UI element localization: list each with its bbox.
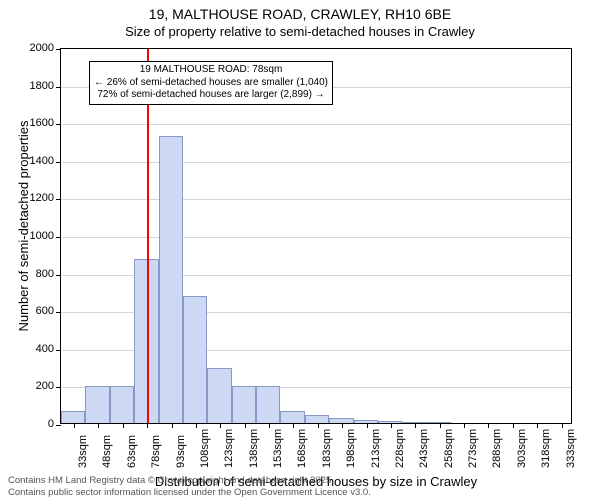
gridline [61,237,571,238]
x-tick-mark [464,423,465,428]
x-tick-mark [245,423,246,428]
chart: 19 MALTHOUSE ROAD: 78sqm← 26% of semi-de… [60,48,572,424]
title-block: 19, MALTHOUSE ROAD, CRAWLEY, RH10 6BE Si… [0,0,600,39]
footer-line-1: Contains HM Land Registry data © Crown c… [8,475,371,486]
x-tick-mark [488,423,489,428]
histogram-bar [159,136,183,423]
y-tick-label: 400 [14,343,54,355]
x-tick-mark [562,423,563,428]
page-subtitle: Size of property relative to semi-detach… [0,24,600,39]
marker-line [147,49,149,423]
histogram-bar [256,386,280,423]
y-tick-label: 1600 [14,117,54,129]
gridline [61,162,571,163]
y-tick-mark [56,425,61,426]
y-tick-label: 1800 [14,80,54,92]
histogram-bar [85,386,109,423]
footer-attribution: Contains HM Land Registry data © Crown c… [8,475,371,498]
callout-box: 19 MALTHOUSE ROAD: 78sqm← 26% of semi-de… [89,61,333,105]
y-tick-mark [56,350,61,351]
y-tick-label: 0 [14,418,54,430]
x-tick-mark [98,423,99,428]
y-tick-mark [56,49,61,50]
x-tick-mark [513,423,514,428]
x-tick-mark [220,423,221,428]
y-tick-mark [56,312,61,313]
y-tick-label: 1000 [14,230,54,242]
histogram-bar [61,411,85,423]
y-tick-label: 200 [14,380,54,392]
y-tick-mark [56,87,61,88]
footer-line-2: Contains public sector information licen… [8,487,371,498]
x-tick-mark [440,423,441,428]
y-tick-label: 1400 [14,155,54,167]
y-tick-mark [56,387,61,388]
histogram-bar [207,368,231,423]
y-tick-label: 2000 [14,42,54,54]
x-tick-mark [342,423,343,428]
x-tick-mark [74,423,75,428]
histogram-bar [305,415,329,423]
x-tick-mark [147,423,148,428]
y-tick-label: 1200 [14,192,54,204]
x-tick-mark [269,423,270,428]
histogram-bar [232,386,256,423]
plot-area: 19 MALTHOUSE ROAD: 78sqm← 26% of semi-de… [60,48,572,424]
histogram-bar [110,386,134,423]
y-tick-label: 600 [14,305,54,317]
histogram-bar [183,296,207,423]
callout-line: 72% of semi-detached houses are larger (… [94,89,328,102]
x-tick-mark [196,423,197,428]
gridline [61,124,571,125]
y-tick-label: 800 [14,268,54,280]
callout-line: 19 MALTHOUSE ROAD: 78sqm [94,64,328,77]
x-tick-mark [415,423,416,428]
x-tick-mark [293,423,294,428]
y-tick-mark [56,237,61,238]
gridline [61,199,571,200]
callout-line: ← 26% of semi-detached houses are smalle… [94,77,328,90]
x-tick-mark [537,423,538,428]
histogram-bar [280,411,304,423]
page-title: 19, MALTHOUSE ROAD, CRAWLEY, RH10 6BE [0,6,600,22]
y-tick-mark [56,199,61,200]
y-tick-mark [56,124,61,125]
y-tick-mark [56,275,61,276]
x-tick-mark [367,423,368,428]
x-tick-mark [123,423,124,428]
x-tick-mark [391,423,392,428]
x-tick-mark [172,423,173,428]
x-tick-mark [318,423,319,428]
y-tick-mark [56,162,61,163]
